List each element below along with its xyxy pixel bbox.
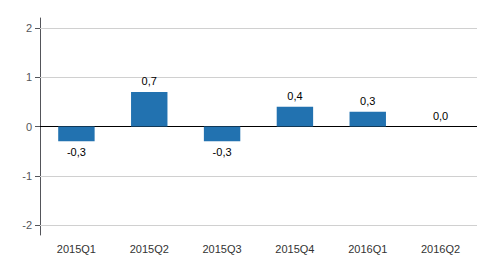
- svg-text:2015Q3: 2015Q3: [203, 243, 242, 255]
- svg-text:0,4: 0,4: [287, 90, 302, 102]
- svg-text:2: 2: [26, 22, 32, 34]
- svg-text:-0,3: -0,3: [67, 146, 86, 158]
- svg-text:0,0: 0,0: [433, 110, 448, 122]
- svg-text:-2: -2: [22, 219, 32, 231]
- svg-text:2016Q1: 2016Q1: [348, 243, 387, 255]
- svg-text:-0,3: -0,3: [213, 146, 232, 158]
- svg-text:2016Q2: 2016Q2: [421, 243, 460, 255]
- svg-text:0,7: 0,7: [142, 75, 157, 87]
- svg-text:-1: -1: [22, 170, 32, 182]
- svg-text:2015Q1: 2015Q1: [57, 243, 96, 255]
- svg-text:0,3: 0,3: [360, 95, 375, 107]
- svg-text:2015Q2: 2015Q2: [130, 243, 169, 255]
- svg-text:2015Q4: 2015Q4: [275, 243, 314, 255]
- svg-text:0: 0: [26, 121, 32, 133]
- svg-text:1: 1: [26, 71, 32, 83]
